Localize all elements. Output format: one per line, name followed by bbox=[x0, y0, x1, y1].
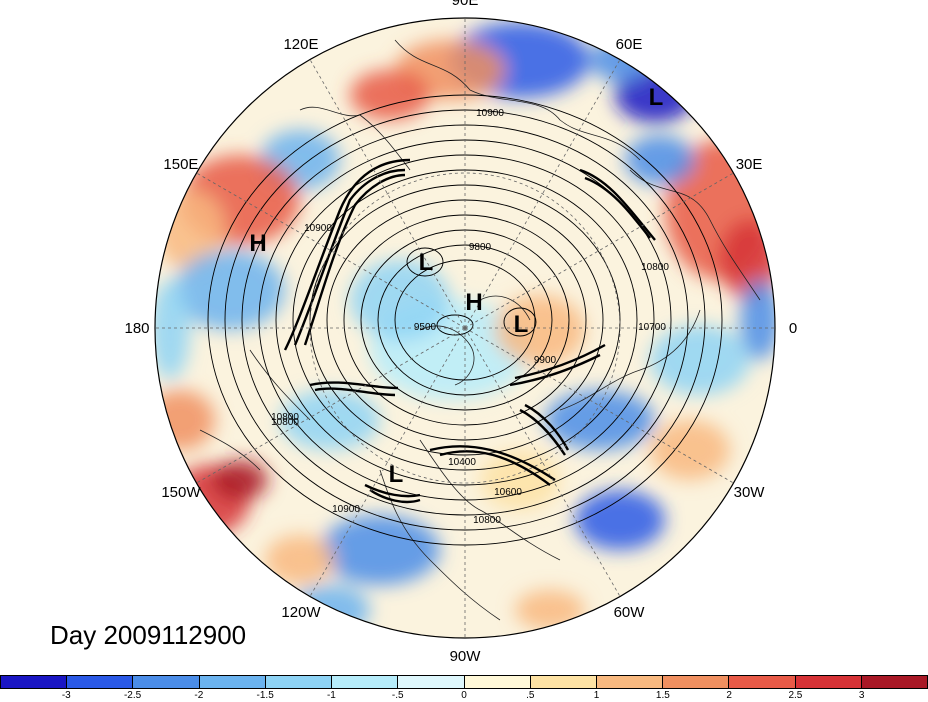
colorbar-swatch bbox=[663, 676, 730, 688]
colorbar-swatch bbox=[861, 676, 928, 688]
colorbar-swatch bbox=[332, 676, 399, 688]
contour-label: 10800 bbox=[641, 262, 669, 273]
colorbar-swatch bbox=[596, 676, 664, 688]
map-boundary bbox=[154, 17, 776, 639]
colorbar-tick-label: -1.5 bbox=[256, 690, 274, 701]
contour-label: 10600 bbox=[494, 487, 522, 498]
pressure-center-l: L bbox=[419, 249, 434, 276]
longitude-label: 0 bbox=[789, 320, 797, 337]
contour-label: 9800 bbox=[469, 242, 492, 253]
pressure-center-h: H bbox=[249, 230, 266, 257]
colorbar-swatch bbox=[199, 676, 266, 688]
colorbar-swatch bbox=[530, 676, 597, 688]
contour-label: 10900 bbox=[304, 223, 332, 234]
colorbar-swatch bbox=[265, 676, 333, 688]
contour-label: 10700 bbox=[638, 322, 666, 333]
longitude-label: 90E bbox=[452, 0, 479, 9]
colorbar-tick-label: -1 bbox=[326, 690, 336, 701]
longitude-label: 90W bbox=[450, 648, 482, 665]
longitude-label: 60W bbox=[614, 604, 646, 621]
colorbar-tick-label: 3 bbox=[858, 690, 865, 701]
contour-label: 10400 bbox=[448, 457, 476, 468]
colorbar-tick-label: .5 bbox=[526, 690, 535, 701]
pressure-center-l: L bbox=[514, 311, 529, 338]
contour-label: 9900 bbox=[534, 355, 557, 366]
longitude-label: 120E bbox=[283, 36, 318, 53]
colorbar-tick-labels: -3 -2.5 -2 -1.5 -1 -.5 0 .5 1 1.5 2 2.5 3 bbox=[0, 690, 928, 702]
contour-label: 10800 bbox=[271, 412, 299, 423]
colorbar-tick-label: -2.5 bbox=[123, 690, 142, 701]
colorbar-tick-label: 2.5 bbox=[788, 690, 803, 701]
contour-labels: 1090098009500990010700108001080010900104… bbox=[271, 108, 669, 526]
colorbar-swatch bbox=[795, 676, 862, 688]
pressure-centers: L H L H L L bbox=[249, 84, 663, 488]
colorbar-swatch bbox=[464, 676, 531, 688]
contour-label: 10800 bbox=[473, 515, 501, 526]
colorbar-tick-label: -3 bbox=[61, 690, 71, 701]
longitude-label: 120W bbox=[281, 604, 321, 621]
colorbar-tick-label: 0 bbox=[461, 690, 467, 701]
day-label: Day 2009112900 bbox=[50, 620, 247, 650]
contour-label: 10800 bbox=[271, 417, 299, 428]
pressure-center-l: L bbox=[389, 461, 404, 488]
longitude-label: 150W bbox=[161, 484, 201, 501]
longitude-label: 180 bbox=[124, 320, 149, 337]
pressure-center-l: L bbox=[649, 84, 664, 111]
jet-stream-contours bbox=[283, 158, 656, 504]
colorbar-swatch bbox=[1, 676, 68, 688]
longitude-label: 60E bbox=[616, 36, 643, 53]
contour-label: 10900 bbox=[332, 504, 360, 515]
colorbar-tick-label: 1.5 bbox=[655, 690, 670, 701]
colorbar-swatch bbox=[67, 676, 134, 688]
longitude-labels: 90E 60E 30E 0 30W 60W 90W 120W 150W 180 150E 120E bbox=[124, 0, 797, 665]
coastlines bbox=[199, 39, 761, 621]
lat-lon-grid bbox=[155, 18, 775, 638]
colorbar-tick-label: -2 bbox=[194, 690, 204, 701]
colorbar bbox=[0, 675, 928, 689]
colorbar-tick-label: 2 bbox=[726, 690, 732, 701]
colorbar-tick-label: -.5 bbox=[391, 690, 404, 701]
pressure-center-h: H bbox=[465, 289, 482, 316]
longitude-label: 150E bbox=[163, 156, 198, 173]
longitude-label: 30E bbox=[736, 156, 763, 173]
colorbar-swatch bbox=[729, 676, 796, 688]
contour-label: 9500 bbox=[414, 322, 437, 333]
longitude-label: 30W bbox=[734, 484, 766, 501]
colorbar-swatch bbox=[133, 676, 200, 688]
contour-label: 10900 bbox=[476, 108, 504, 119]
colorbar-swatch bbox=[398, 676, 465, 688]
colorbar-tick-label: 1 bbox=[593, 690, 600, 701]
